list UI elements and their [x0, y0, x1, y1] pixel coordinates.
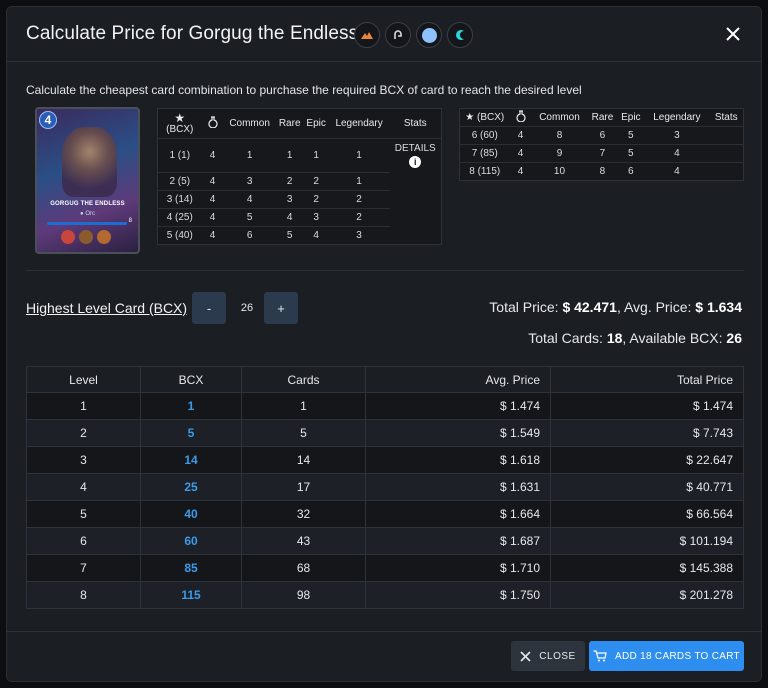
potion-icon: [510, 109, 532, 127]
ability-icon: [79, 230, 93, 244]
table-row: 8 115 98 $ 1.750 $ 201.278: [26, 581, 744, 609]
bcx-header: ★ (BCX): [465, 112, 505, 123]
common-header: Common: [229, 118, 270, 129]
table-row: 2 5 5 $ 1.549 $ 7.743: [26, 419, 744, 447]
ability-icon: [97, 230, 111, 244]
bcx-link[interactable]: 14: [140, 446, 242, 474]
bcx-header: ★ (BCX): [158, 109, 202, 139]
total-price-summary: Total Price: $ 42.471, Avg. Price: $ 1.6…: [489, 299, 742, 315]
details-link[interactable]: DETAILS i: [389, 138, 442, 245]
avg-price-value: $ 1.634: [695, 299, 742, 315]
price-breakdown-table: Level BCX Cards Avg. Price Total Price 1…: [26, 366, 744, 609]
table-row: 6 (60) 4 8 6 5 3: [459, 126, 744, 145]
bcx-link[interactable]: 85: [140, 554, 242, 582]
card-race: ● Orc: [80, 211, 95, 217]
table-row: 5 (40) 4 6 5 4 3: [157, 226, 442, 245]
card-name: GORGUG THE ENDLESS: [50, 201, 125, 207]
total-cards-summary: Total Cards: 18, Available BCX: 26: [528, 330, 742, 346]
level-bar: [47, 222, 127, 225]
info-icon[interactable]: i: [409, 156, 422, 168]
table-row: 6 60 43 $ 1.687 $ 101.194: [26, 527, 744, 555]
bcx-header: BCX: [140, 366, 242, 393]
table-row: 3 (14) 4 4 3 2 2: [157, 190, 442, 209]
table-row: 7 85 68 $ 1.710 $ 145.388: [26, 554, 744, 582]
price-calculator-modal: Calculate Price for Gorgug the Endless C…: [6, 6, 762, 682]
water-ability-icon[interactable]: [447, 22, 473, 48]
decrement-button[interactable]: -: [192, 292, 226, 324]
legendary-header: Legendary: [335, 118, 383, 129]
bcx-value-input[interactable]: 26: [240, 302, 254, 314]
highest-level-label[interactable]: Highest Level Card (BCX): [26, 300, 188, 316]
neutral-element-icon[interactable]: [385, 22, 411, 48]
mana-badge: 4: [39, 111, 57, 129]
total-price-header: Total Price: [550, 366, 744, 393]
table-row: 2 (5) 4 3 2 2 1: [157, 172, 442, 191]
modal-title: Calculate Price for Gorgug the Endless: [26, 23, 359, 44]
available-bcx-value: 26: [726, 330, 742, 346]
level-stats-table-continued: ★ (BCX) Common Rare Epic Legendary Stats…: [459, 108, 744, 181]
card-image: 4 GORGUG THE ENDLESS ● Orc 8: [35, 107, 140, 254]
bcx-link[interactable]: 40: [140, 500, 242, 528]
avg-price-header: Avg. Price: [365, 366, 551, 393]
card-art: [62, 127, 117, 197]
potion-icon: [202, 109, 224, 139]
bcx-link[interactable]: 115: [140, 581, 242, 609]
close-icon: [520, 650, 531, 662]
water-element-icon[interactable]: [416, 22, 442, 48]
star-icon: ★: [174, 111, 186, 125]
close-button[interactable]: CLOSE: [511, 641, 585, 671]
table-header-row: Level BCX Cards Avg. Price Total Price: [26, 366, 744, 393]
bcx-link[interactable]: 25: [140, 473, 242, 501]
level-header: Level: [26, 366, 141, 393]
footer-divider: [7, 631, 761, 632]
table-header-row: ★ (BCX) Common Rare Epic Legendary Stats: [158, 109, 442, 139]
total-cards-value: 18: [606, 330, 623, 346]
stats-header: Stats: [403, 118, 427, 129]
total-price-value: $ 42.471: [562, 299, 617, 315]
cart-icon: [593, 650, 607, 662]
add-to-cart-button[interactable]: ADD 18 CARDS TO CART: [589, 641, 744, 671]
cards-header: Cards: [241, 366, 366, 393]
table-row: 4 (25) 4 5 4 3 2: [157, 208, 442, 227]
ability-icon: [61, 230, 75, 244]
close-icon[interactable]: [723, 24, 743, 44]
legendary-header: Legendary: [653, 112, 701, 123]
epic-header: Epic: [621, 112, 641, 123]
level-badge: 8: [128, 218, 132, 224]
table-row: 5 40 32 $ 1.664 $ 66.564: [26, 500, 744, 528]
modal-header: Calculate Price for Gorgug the Endless: [7, 7, 761, 62]
rare-header: Rare: [591, 112, 614, 123]
bcx-link[interactable]: 60: [140, 527, 242, 555]
bcx-link[interactable]: 1: [140, 392, 242, 420]
table-header-row: ★ (BCX) Common Rare Epic Legendary Stats: [460, 109, 744, 127]
table-row: 1 (1) 4 1 1 1 1 DETAILS i: [157, 138, 442, 245]
level-stats-table: ★ (BCX) Common Rare Epic Legendary Stats …: [157, 108, 442, 245]
star-icon: ★: [465, 112, 475, 123]
common-header: Common: [539, 112, 580, 123]
epic-header: Epic: [306, 118, 326, 129]
fire-element-icon[interactable]: [354, 22, 380, 48]
stats-header: Stats: [714, 112, 738, 123]
section-divider: [26, 270, 744, 271]
table-row: 1 1 1 $ 1.474 $ 1.474: [26, 392, 744, 420]
increment-button[interactable]: +: [264, 292, 298, 324]
table-row: 8 (115) 4 10 8 6 4: [459, 162, 744, 181]
modal-description: Calculate the cheapest card combination …: [26, 83, 582, 97]
table-row: 7 (85) 4 9 7 5 4: [459, 144, 744, 163]
table-row: 4 25 17 $ 1.631 $ 40.771: [26, 473, 744, 501]
rare-header: Rare: [278, 118, 301, 129]
table-row: 3 14 14 $ 1.618 $ 22.647: [26, 446, 744, 474]
bcx-link[interactable]: 5: [140, 419, 242, 447]
